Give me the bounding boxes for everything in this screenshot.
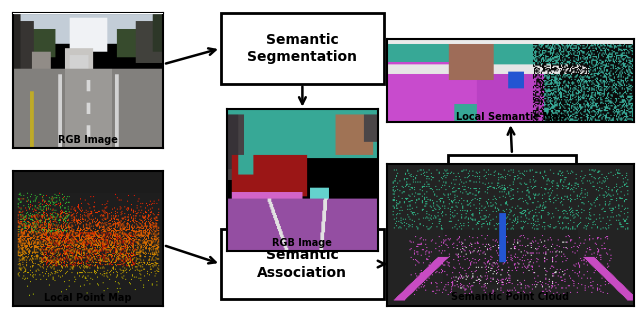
Text: Semantic Point Cloud: Semantic Point Cloud [451, 292, 570, 302]
Text: Semantic
Mapping: Semantic Mapping [476, 174, 548, 206]
Text: RGB Image: RGB Image [58, 135, 118, 145]
Text: Semantic
Segmentation: Semantic Segmentation [248, 33, 357, 64]
FancyBboxPatch shape [221, 13, 384, 84]
Text: Local Semantic Map: Local Semantic Map [456, 112, 565, 122]
Text: Local Point Map: Local Point Map [44, 293, 132, 303]
FancyBboxPatch shape [448, 155, 576, 225]
Text: RGB Image: RGB Image [273, 238, 332, 248]
FancyBboxPatch shape [221, 229, 384, 299]
Text: Semantic
Association: Semantic Association [257, 248, 348, 280]
